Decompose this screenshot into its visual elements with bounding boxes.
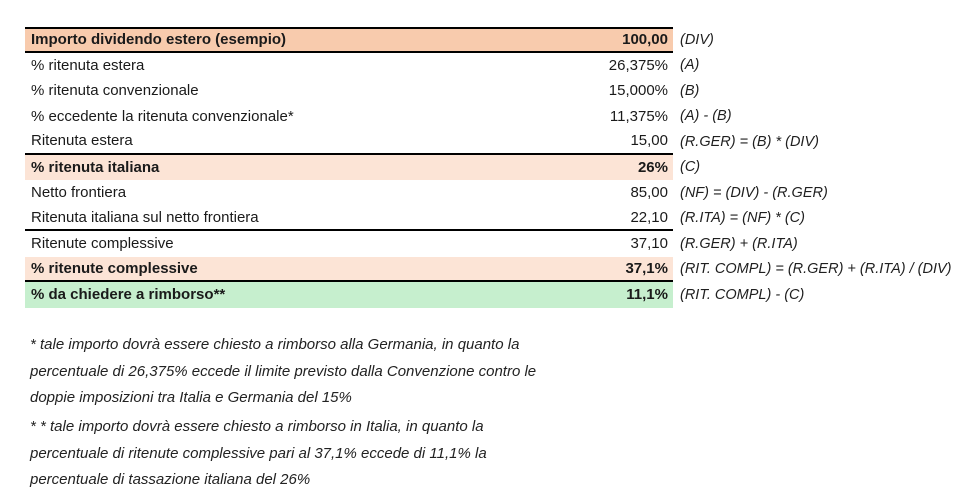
row-label: Ritenuta italiana sul netto frontiera [31, 208, 259, 226]
row-cells: % ritenute complessive 37,1% [25, 256, 673, 282]
table-row: % ritenute complessive 37,1% (RIT. COMPL… [25, 256, 952, 282]
row-cells: % ritenuta convenzionale 15,000% [25, 78, 673, 104]
row-cells: % eccedente la ritenuta convenzionale* 1… [25, 104, 673, 130]
row-formula: (A) - (B) [680, 108, 732, 125]
row-cells: % ritenuta estera 26,375% [25, 53, 673, 79]
row-label: % ritenuta estera [31, 56, 145, 74]
row-label: Ritenuta estera [31, 132, 133, 150]
row-value: 15,00 [630, 132, 668, 150]
row-label: Importo dividendo estero (esempio) [31, 31, 287, 49]
footnote-italy: * * tale importo dovrà essere chiesto a … [30, 414, 487, 494]
row-formula: (C) [680, 159, 701, 176]
row-value: 11,1% [626, 286, 668, 304]
row-value: 37,1% [625, 259, 668, 277]
table-row: Ritenuta italiana sul netto frontiera 22… [25, 206, 952, 231]
footnote-line: percentuale di tassazione italiana del 2… [30, 471, 311, 488]
row-label: Ritenute complessive [31, 235, 174, 253]
row-value: 26,375% [608, 56, 668, 74]
table-row: % ritenuta convenzionale 15,000% (B) [25, 78, 952, 104]
row-formula: (RIT. COMPL) - (C) [680, 286, 805, 303]
table-row: Netto frontiera 85,00 (NF) = (DIV) - (R.… [25, 180, 952, 206]
table-row: % ritenuta estera 26,375% (A) [25, 53, 952, 79]
row-cells: % ritenuta italiana 26% [25, 154, 673, 180]
row-cells: Ritenute complessive 37,10 [25, 231, 673, 257]
footnote-line: * * tale importo dovrà essere chiesto a … [30, 418, 484, 435]
footnote-germany: * tale importo dovrà essere chiesto a ri… [30, 332, 536, 412]
row-formula: (R.ITA) = (NF) * (C) [680, 210, 805, 227]
row-label: % eccedente la ritenuta convenzionale* [31, 107, 294, 125]
row-value: 100,00 [622, 31, 668, 49]
row-label: % da chiedere a rimborso** [31, 286, 226, 304]
row-value: 11,375% [609, 107, 668, 125]
row-label: % ritenuta convenzionale [31, 82, 199, 100]
table-row: Importo dividendo estero (esempio) 100,0… [25, 27, 952, 53]
row-label: Netto frontiera [31, 184, 127, 202]
row-formula: (B) [680, 82, 700, 99]
row-cells: Importo dividendo estero (esempio) 100,0… [25, 27, 673, 53]
footnote-line: * tale importo dovrà essere chiesto a ri… [30, 336, 520, 353]
row-formula: (A) [680, 57, 700, 74]
row-formula: (RIT. COMPL) = (R.GER) + (R.ITA) / (DIV) [680, 261, 952, 278]
row-label: % ritenuta italiana [31, 158, 160, 176]
table-row: Ritenuta estera 15,00 (R.GER) = (B) * (D… [25, 129, 952, 155]
dividend-tax-table: Importo dividendo estero (esempio) 100,0… [25, 27, 952, 308]
row-formula: (R.GER) = (B) * (DIV) [680, 133, 819, 150]
footnote-line: percentuale di 26,375% eccede il limite … [30, 362, 537, 380]
row-value: 37,10 [630, 235, 668, 253]
row-value: 85,00 [630, 184, 668, 202]
row-formula: (NF) = (DIV) - (R.GER) [680, 184, 828, 201]
footnote-line: percentuale di ritenute complessive pari… [30, 444, 487, 462]
footnote-line: doppie imposizioni tra Italia e Germania… [30, 389, 352, 406]
row-cells: Netto frontiera 85,00 [25, 180, 673, 206]
table-row: Ritenute complessive 37,10 (R.GER) + (R.… [25, 231, 952, 257]
row-value: 22,10 [630, 208, 668, 226]
row-cells: % da chiedere a rimborso** 11,1% [25, 282, 673, 308]
table-row: % ritenuta italiana 26% (C) [25, 154, 952, 180]
table-row: % eccedente la ritenuta convenzionale* 1… [25, 104, 952, 130]
row-formula: (DIV) [680, 31, 714, 48]
row-value: 26% [637, 158, 668, 176]
row-label: % ritenute complessive [31, 259, 198, 277]
row-value: 15,000% [608, 82, 668, 100]
row-formula: (R.GER) + (R.ITA) [680, 235, 798, 252]
row-cells: Ritenuta estera 15,00 [25, 129, 673, 155]
table-row: % da chiedere a rimborso** 11,1% (RIT. C… [25, 282, 952, 308]
row-cells: Ritenuta italiana sul netto frontiera 22… [25, 206, 673, 231]
